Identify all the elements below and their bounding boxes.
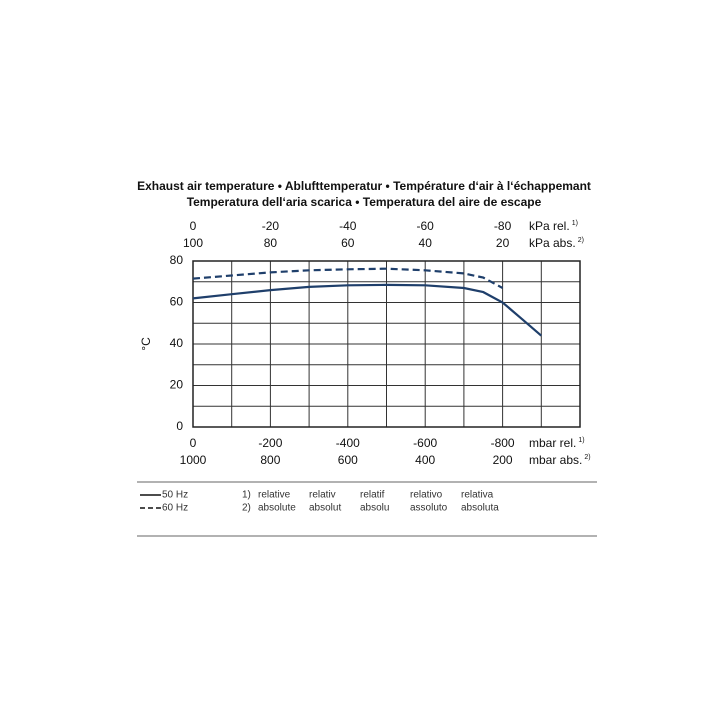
secondary-tick-label: 20 — [496, 236, 510, 250]
secondary-tick-label: 200 — [493, 453, 513, 467]
footnote-word: relative — [258, 490, 291, 501]
x-tick-label: -800 — [491, 436, 515, 450]
secondary-tick-label: 100 — [183, 236, 203, 250]
footnote-word: relativ — [309, 490, 336, 501]
footnote-word: relativo — [410, 490, 443, 501]
secondary-tick-label: -60 — [417, 219, 435, 233]
y-tick-label: 0 — [176, 419, 183, 433]
secondary-tick-label: 40 — [419, 236, 433, 250]
x-tick-label: -200 — [258, 436, 282, 450]
footnote-marker: 1) — [242, 490, 251, 501]
footnote-word: relativa — [461, 490, 494, 501]
axis-label-note: 2) — [584, 454, 590, 461]
secondary-tick-label: 800 — [260, 453, 280, 467]
axis-label-note: 1) — [578, 437, 584, 444]
footnote-marker: 2) — [242, 503, 251, 514]
chart-title: Exhaust air temperature • Ablufttemperat… — [137, 179, 591, 193]
data-line — [192, 283, 543, 337]
footnote-word: absolute — [258, 503, 296, 514]
chart-subtitle: Temperatura dell‘aria scarica • Temperat… — [187, 195, 542, 209]
secondary-tick-label: -80 — [494, 219, 512, 233]
secondary-tick-label: 1000 — [180, 453, 207, 467]
axis-label: kPa abs. — [529, 236, 576, 250]
y-axis-label: °C — [139, 337, 153, 351]
secondary-tick-label: 0 — [190, 219, 197, 233]
plot-border — [192, 260, 581, 428]
x-tick-label: 0 — [190, 436, 197, 450]
axis-label: mbar abs. — [529, 453, 582, 467]
y-tick-label: 40 — [170, 336, 184, 350]
secondary-tick-label: 80 — [264, 236, 278, 250]
axis-label: kPa rel. — [529, 219, 570, 233]
y-tick-label: 20 — [170, 378, 184, 392]
y-tick-label: 60 — [170, 295, 184, 309]
x-tick-label: -400 — [336, 436, 360, 450]
axis-label-note: 2) — [578, 237, 584, 244]
secondary-tick-label: 400 — [415, 453, 435, 467]
footnote-word: assoluto — [410, 503, 448, 514]
secondary-tick-label: -20 — [262, 219, 280, 233]
axis-label-note: 1) — [572, 220, 578, 227]
x-tick-label: -600 — [413, 436, 437, 450]
y-tick-label: 80 — [170, 253, 184, 267]
footnote-word: relatif — [360, 490, 385, 501]
footnote-word: absolut — [309, 503, 341, 514]
secondary-tick-label: 60 — [341, 236, 355, 250]
footnote-word: absoluta — [461, 503, 499, 514]
footnote-word: absolu — [360, 503, 389, 514]
legend-label: 60 Hz — [162, 503, 188, 514]
secondary-tick-label: 600 — [338, 453, 358, 467]
axis-label: mbar rel. — [529, 436, 576, 450]
data-line — [192, 267, 504, 289]
secondary-tick-label: -40 — [339, 219, 357, 233]
legend-label: 50 Hz — [162, 490, 188, 501]
